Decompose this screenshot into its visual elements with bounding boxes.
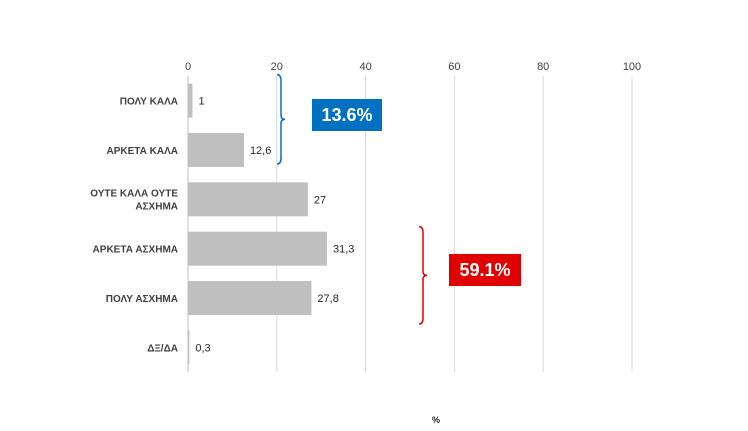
x-tick-label: 20 <box>271 61 283 73</box>
x-tick-label: 100 <box>623 61 641 73</box>
data-labels: 1 12,6 27 31,3 27,8 0,3 <box>195 96 354 355</box>
bar <box>188 330 190 365</box>
bars <box>188 83 327 365</box>
category-label: ΑΡΚΕΤΑ ΑΣΧΗΜΑ <box>93 245 178 256</box>
data-label: 31,3 <box>333 244 354 256</box>
x-tick-label: 40 <box>359 61 371 73</box>
x-tick-label: 0 <box>185 61 191 73</box>
data-label: 27 <box>314 194 326 206</box>
bar <box>188 231 327 266</box>
brace-red <box>418 225 428 325</box>
x-tick-label: 60 <box>448 61 460 73</box>
x-axis-title: % <box>432 415 440 425</box>
annotation-blue-box: 13.6% <box>312 99 382 131</box>
bar <box>188 281 312 315</box>
category-label: ΠΟΛΥ ΚΑΛΑ <box>120 97 178 108</box>
data-label: 12,6 <box>250 145 271 157</box>
x-tick-label: 80 <box>537 61 549 73</box>
y-axis-categories: ΠΟΛΥ ΚΑΛΑ ΑΡΚΕΤΑ ΚΑΛΑ ΟΥΤΕ ΚΑΛΑ ΟΥΤΕ ΑΣΧΗΜΑ… <box>90 97 178 355</box>
category-label: ΔΞ/ΔΑ <box>147 343 178 354</box>
bar <box>188 83 193 118</box>
annotation-red-box: 59.1% <box>449 254 521 286</box>
gridlines <box>187 76 633 372</box>
bar <box>188 133 244 167</box>
data-label: 27,8 <box>317 293 338 305</box>
brace-blue <box>276 73 286 165</box>
category-label: ΟΥΤΕ ΚΑΛΑ ΟΥΤΕ ΑΣΧΗΜΑ <box>90 188 178 212</box>
data-label: 1 <box>198 96 204 108</box>
data-label: 0,3 <box>195 342 210 354</box>
category-label: ΑΡΚΕΤΑ ΚΑΛΑ <box>107 146 178 157</box>
category-label: ΠΟΛΥ ΑΣΧΗΜΑ <box>106 294 178 305</box>
bar <box>188 182 308 217</box>
x-axis-ticks: 0 20 40 60 80 100 <box>185 61 641 73</box>
